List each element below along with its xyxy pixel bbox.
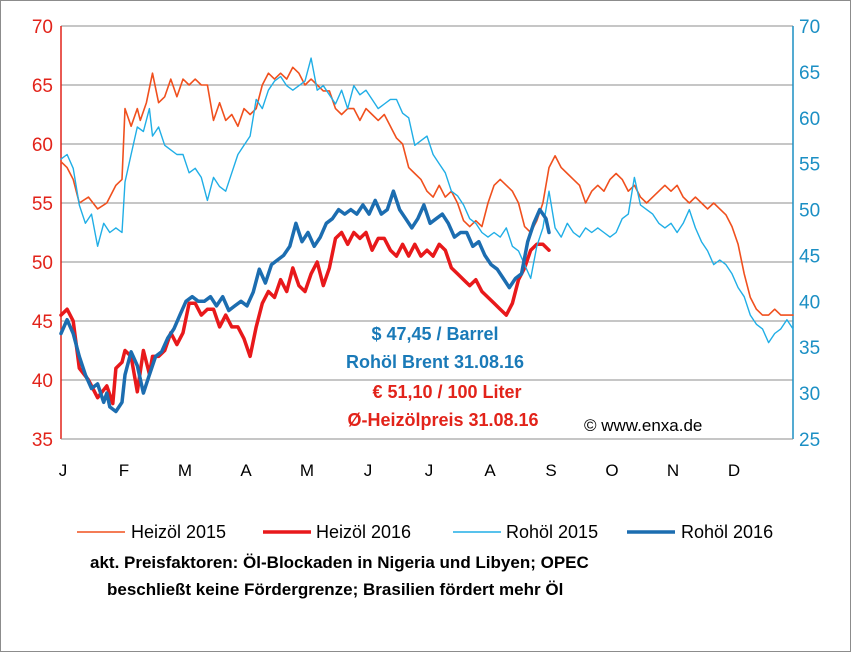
series-line-roh-l-2015 — [60, 57, 794, 344]
left-tick-label: 35 — [32, 430, 53, 451]
price-factors-line-1: akt. Preisfaktoren: Öl-Blockaden in Nige… — [90, 553, 589, 572]
copyright-text: © www.enxa.de — [584, 416, 702, 435]
series-line-heiz-l-2015 — [60, 66, 794, 316]
legend-label: Heizöl 2016 — [316, 522, 411, 542]
legend-label: Rohöl 2015 — [506, 522, 598, 542]
left-tick-label: 65 — [32, 76, 53, 97]
left-tick-label: 70 — [32, 17, 53, 38]
x-tick-label: A — [240, 461, 252, 480]
x-tick-label: S — [545, 461, 556, 480]
right-tick-label: 35 — [799, 338, 820, 359]
series-line-roh-l-2016 — [59, 189, 551, 414]
x-tick-label: A — [484, 461, 496, 480]
x-tick-label: F — [119, 461, 129, 480]
right-tick-label: 45 — [799, 246, 820, 267]
brent-value: $ 47,45 / Barrel — [371, 324, 498, 344]
price-factors-note: akt. Preisfaktoren: Öl-Blockaden in Nige… — [90, 553, 589, 599]
x-tick-label: J — [364, 461, 373, 480]
left-tick-label: 50 — [32, 253, 53, 274]
legend-label: Heizöl 2015 — [131, 522, 226, 542]
right-tick-label: 40 — [799, 292, 820, 313]
axes — [60, 26, 794, 440]
heizoel-value: € 51,10 / 100 Liter — [372, 382, 521, 402]
x-tick-label: J — [425, 461, 434, 480]
tick-labels: 35 40 45 50 55 60 65 70 25 30 35 40 45 50 55 60 65 70 J F M A… — [32, 17, 820, 480]
right-tick-label: 65 — [799, 63, 820, 84]
series-line-heiz-l-2016 — [59, 230, 551, 406]
heizoel-label: Ø-Heizölpreis 31.08.16 — [347, 410, 538, 430]
brent-label: Rohöl Brent 31.08.16 — [346, 352, 524, 372]
x-tick-label: O — [605, 461, 618, 480]
price-factors-line-2: beschließt keine Fördergrenze; Brasilien… — [107, 580, 563, 599]
x-tick-label: D — [728, 461, 740, 480]
left-tick-label: 45 — [32, 312, 53, 333]
left-tick-label: 60 — [32, 135, 53, 156]
x-tick-label: M — [300, 461, 314, 480]
legend: Heizöl 2015 Heizöl 2016 Rohöl 2015 Rohöl 20… — [77, 522, 773, 542]
right-tick-label: 55 — [799, 155, 820, 176]
left-tick-label: 40 — [32, 371, 53, 392]
right-tick-label: 70 — [799, 17, 820, 38]
annotation-block: $ 47,45 / Barrel Rohöl Brent 31.08.16 € … — [346, 324, 702, 435]
gridlines — [61, 25, 793, 381]
right-tick-label: 50 — [799, 201, 820, 222]
right-tick-label: 30 — [799, 384, 820, 405]
x-tick-label: J — [59, 461, 68, 480]
x-tick-label: M — [178, 461, 192, 480]
left-tick-label: 55 — [32, 194, 53, 215]
series-lines — [59, 57, 794, 414]
right-tick-label: 60 — [799, 109, 820, 130]
right-tick-label: 25 — [799, 430, 820, 451]
legend-label: Rohöl 2016 — [681, 522, 773, 542]
x-tick-label: N — [667, 461, 679, 480]
